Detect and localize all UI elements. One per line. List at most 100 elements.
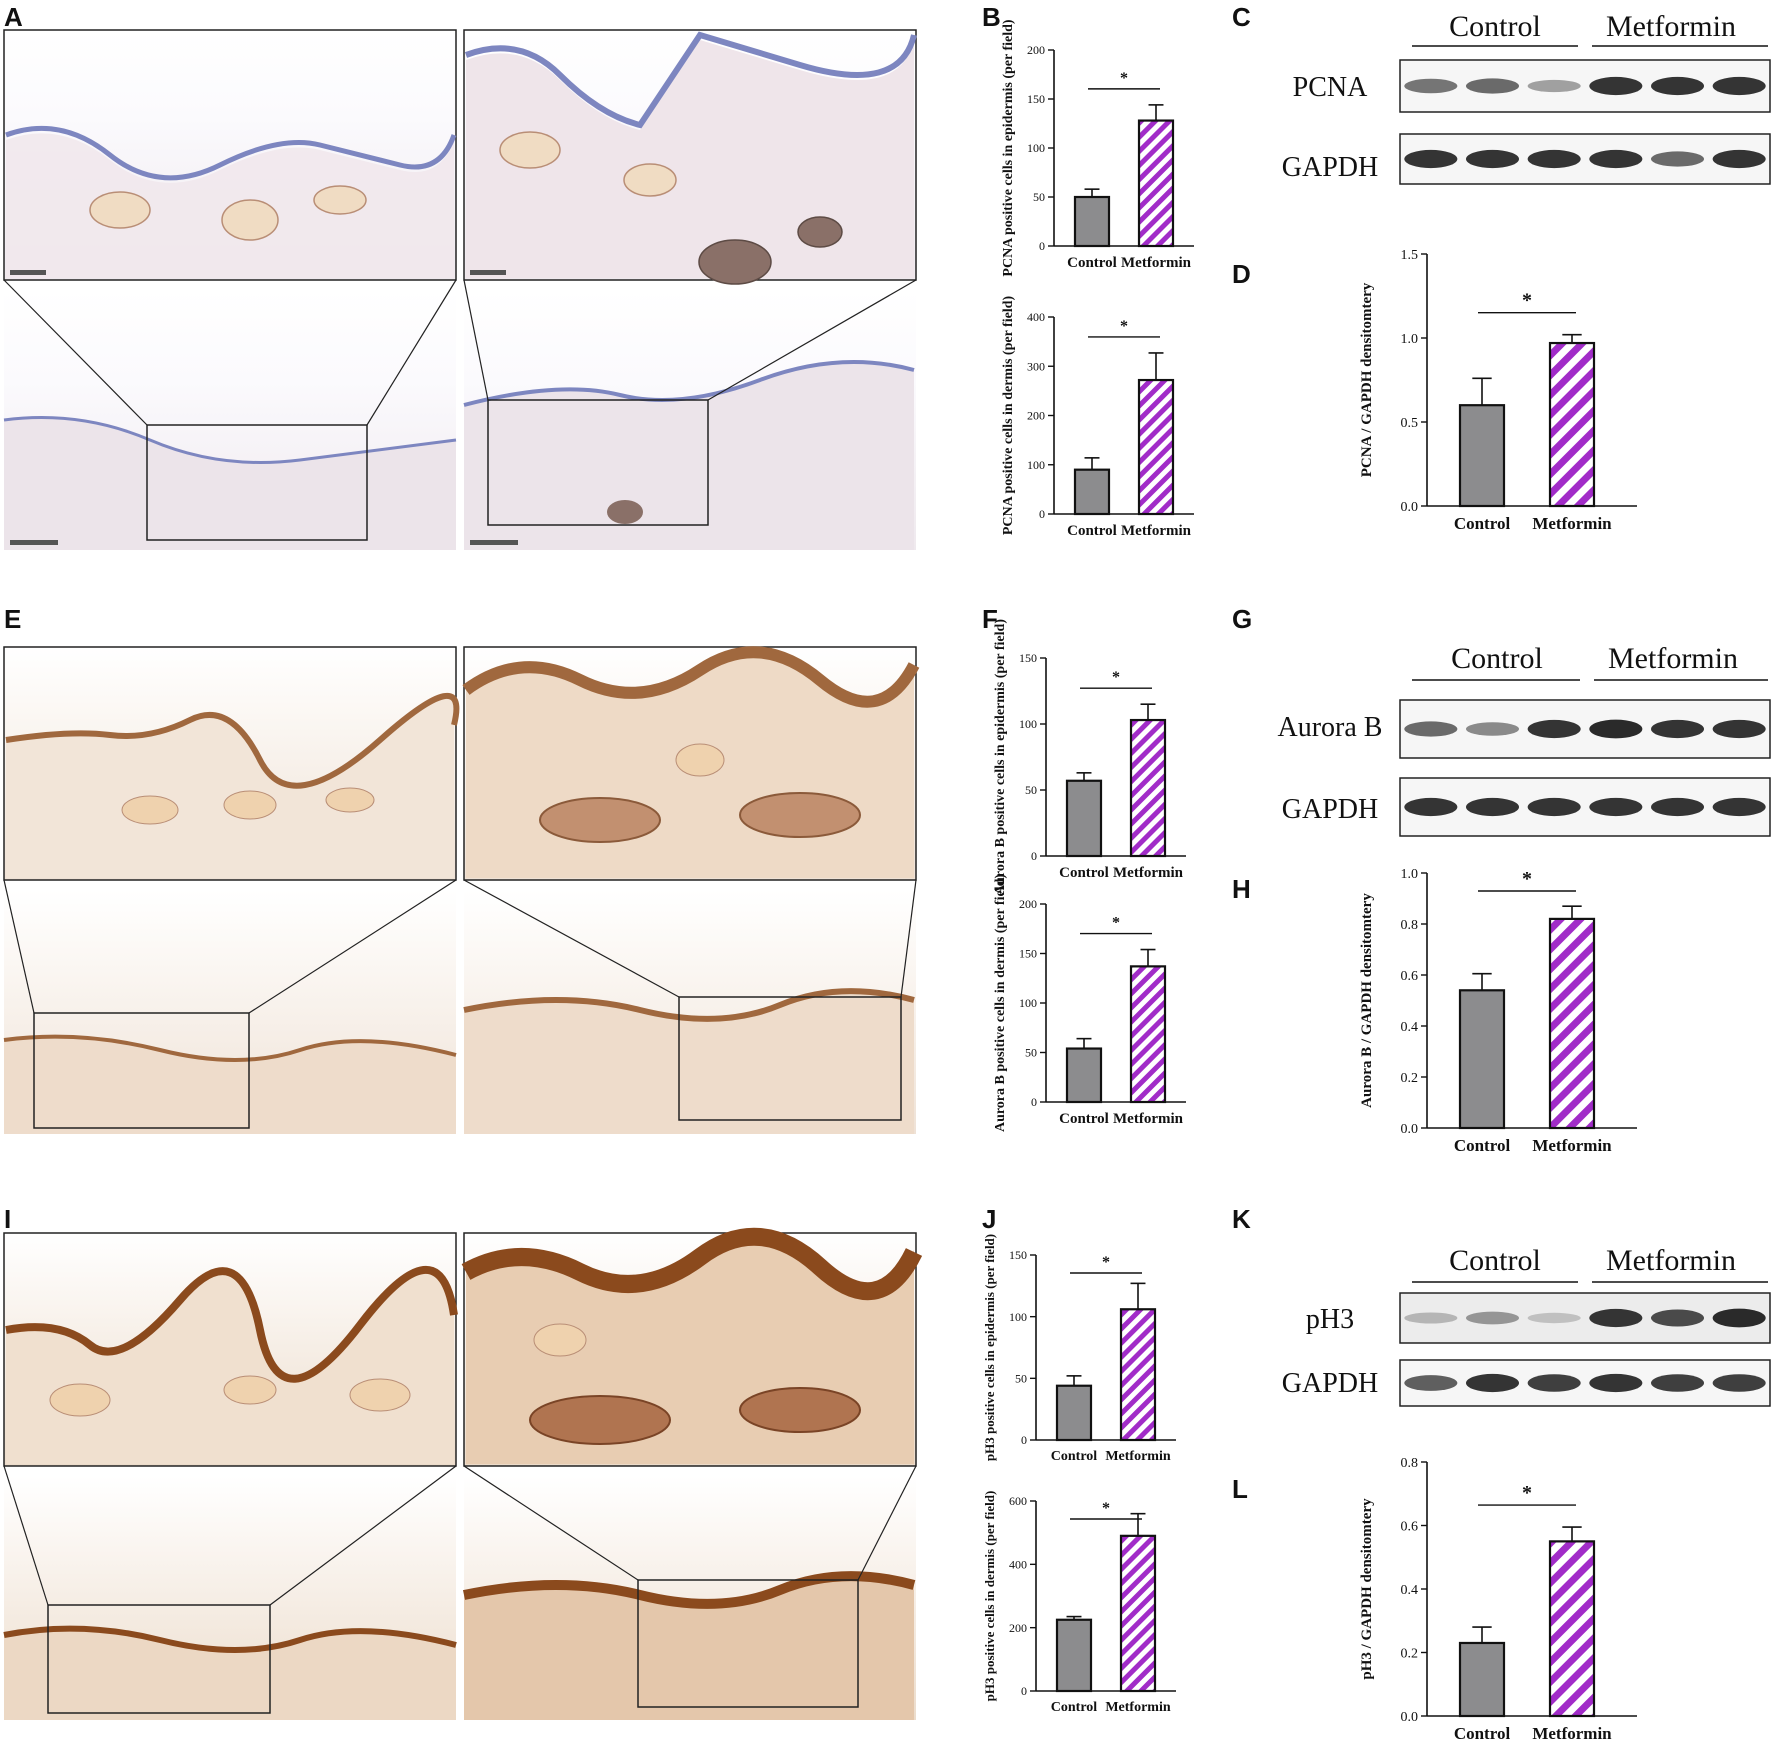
significance-marker: *	[1522, 290, 1532, 312]
y-tick-label: 0.8	[1401, 1456, 1419, 1471]
blot-band	[1589, 719, 1643, 739]
loading-label: GAPDH	[1282, 152, 1378, 183]
y-tick-label: 600	[1009, 1494, 1027, 1508]
blot-band	[1712, 1374, 1766, 1392]
loading-label: GAPDH	[1282, 1368, 1378, 1399]
target-blot-strip	[1399, 699, 1771, 759]
histology-panel-e	[3, 646, 920, 1134]
y-axis-label: pH3 positive cells in epidermis (per fie…	[982, 1234, 997, 1461]
y-axis-label: PCNA positive cells in epidermis (per fi…	[1001, 19, 1016, 276]
loading-blot-strip	[1399, 133, 1771, 185]
bar-metformin	[1129, 718, 1167, 858]
panel-letter-l: L	[1232, 1474, 1248, 1504]
y-tick-label: 50	[1015, 1372, 1027, 1386]
loading-blot-strip	[1399, 777, 1771, 837]
blot-band	[1465, 1311, 1520, 1325]
x-category-label: Control	[1067, 255, 1117, 271]
group-label-control: Control	[1449, 1244, 1541, 1277]
y-axis-label: pH3 / GAPDH densitomtery	[1359, 1498, 1375, 1680]
blot-band	[1404, 721, 1458, 737]
y-tick-label: 0.6	[1401, 1519, 1419, 1534]
significance-marker: *	[1120, 318, 1128, 335]
blot-band	[1650, 76, 1705, 96]
y-tick-label: 0	[1039, 239, 1045, 253]
y-tick-label: 0	[1031, 1095, 1037, 1109]
blot-band	[1404, 797, 1458, 817]
y-tick-label: 1.0	[1401, 332, 1419, 347]
y-tick-label: 0	[1021, 1433, 1027, 1447]
blot-band	[1712, 797, 1766, 817]
blot-band	[1465, 78, 1520, 94]
blot-band	[1712, 719, 1766, 739]
panel-letter-j: J	[982, 1204, 996, 1234]
bar-control	[1073, 195, 1111, 248]
bar-metformin	[1119, 1534, 1157, 1693]
bar-control	[1073, 468, 1111, 516]
western-blot-g: Control Metformin Aurora B GAPDH	[1278, 642, 1771, 837]
target-label: PCNA	[1293, 72, 1368, 103]
panel-letter-g: G	[1232, 604, 1252, 634]
group-label-metformin: Metformin	[1606, 10, 1736, 43]
x-category-label: Metformin	[1121, 255, 1192, 271]
significance-marker: *	[1522, 1482, 1532, 1504]
x-category-label: Control	[1454, 514, 1511, 533]
blot-band	[1650, 1309, 1705, 1327]
bar-chart-aurora-densitometry: 0.0 0.2 0.4 0.6 0.8 1.0 Aurora B / GAPDH densi…	[1359, 867, 1637, 1155]
target-label: Aurora B	[1278, 712, 1383, 743]
blot-band	[1589, 76, 1643, 96]
blot-band	[1712, 1308, 1766, 1328]
x-category-label: Control	[1051, 1700, 1098, 1715]
panel-letter-d: D	[1232, 259, 1251, 289]
y-tick-label: 100	[1027, 141, 1045, 155]
panel-letter-i: I	[4, 1204, 11, 1234]
significance-marker: *	[1102, 1500, 1110, 1517]
y-tick-label: 0.4	[1401, 1583, 1419, 1598]
bar-control	[1055, 1618, 1093, 1693]
x-category-label: Metformin	[1532, 1136, 1612, 1155]
bar-control	[1055, 1384, 1093, 1442]
blot-band	[1589, 149, 1643, 169]
y-tick-label: 0.2	[1401, 1646, 1419, 1661]
y-tick-label: 0.5	[1401, 416, 1419, 431]
y-tick-label: 0.2	[1401, 1071, 1419, 1086]
group-label-control: Control	[1449, 10, 1541, 43]
group-label-control: Control	[1451, 642, 1543, 675]
y-axis-label: Aurora B positive cells in epidermis (pe…	[993, 619, 1008, 895]
blot-band	[1527, 797, 1581, 817]
significance-marker: *	[1112, 669, 1120, 686]
significance-marker: *	[1522, 868, 1532, 890]
bar-chart-aurora-epidermis: 0 50 100 150 Aurora B positive cells in epid…	[993, 619, 1186, 895]
western-blot-k: Control Metformin pH3 GAPDH	[1282, 1244, 1771, 1407]
bar-control	[1458, 1641, 1506, 1718]
y-tick-label: 200	[1009, 1621, 1027, 1635]
y-axis-label: pH3 positive cells in dermis (per field)	[982, 1491, 997, 1702]
blot-band	[1527, 149, 1581, 169]
bar-metformin	[1137, 378, 1175, 516]
y-tick-label: 50	[1033, 190, 1045, 204]
x-category-label: Control	[1454, 1724, 1511, 1743]
panel-letter-c: C	[1232, 2, 1251, 32]
x-category-label: Metformin	[1113, 1111, 1184, 1127]
western-blot-c: Control Metformin PCNA GAPDH	[1282, 10, 1771, 185]
bar-metformin	[1129, 965, 1167, 1104]
target-label: pH3	[1306, 1304, 1354, 1335]
blot-band	[1465, 1373, 1520, 1393]
y-tick-label: 100	[1009, 1310, 1027, 1324]
panel-letter-e: E	[4, 604, 21, 634]
blot-band	[1465, 149, 1520, 169]
y-tick-label: 100	[1019, 996, 1037, 1010]
blot-band	[1527, 79, 1581, 93]
blot-band	[1527, 1312, 1581, 1324]
loading-blot-strip	[1399, 1359, 1771, 1407]
x-category-label: Control	[1059, 865, 1109, 881]
bar-metformin	[1548, 341, 1596, 508]
bar-control	[1065, 1047, 1103, 1104]
blot-band	[1465, 797, 1520, 817]
y-tick-label: 150	[1009, 1248, 1027, 1262]
bar-metformin	[1137, 119, 1175, 248]
panel-letter-a: A	[4, 2, 23, 32]
y-tick-label: 0	[1039, 507, 1045, 521]
blot-band	[1650, 1374, 1705, 1392]
y-tick-label: 0	[1021, 1684, 1027, 1698]
